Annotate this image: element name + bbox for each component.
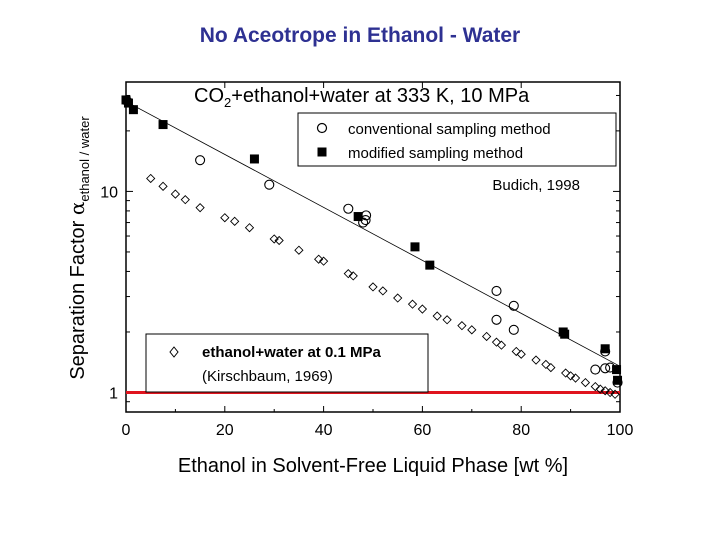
data-point-circle	[358, 217, 369, 228]
data-point-diamond	[417, 304, 428, 314]
data-point-diamond	[393, 293, 403, 303]
data-point-diamond	[546, 362, 556, 373]
x-tick-label: 0	[122, 422, 131, 439]
legend-label-ethanol-water: ethanol+water at 0.1 MPa	[202, 344, 381, 361]
data-point-diamond	[146, 173, 156, 184]
data-point-circle	[590, 364, 601, 375]
data-point-diamond	[294, 245, 304, 255]
data-point-diamond	[442, 315, 452, 325]
fit-line	[125, 101, 621, 367]
data-point-square	[613, 375, 623, 385]
data-point-diamond	[230, 216, 240, 226]
legend-circle-marker	[316, 122, 328, 134]
data-point-diamond	[511, 346, 521, 357]
data-point-diamond	[343, 269, 353, 279]
data-point-circle	[508, 324, 519, 335]
data-point-square	[128, 105, 138, 115]
legend-label-conventional: conventional sampling method	[348, 121, 551, 138]
data-point-diamond	[481, 331, 492, 342]
data-point-diamond	[195, 203, 205, 213]
data-point-square	[123, 98, 133, 108]
chart-title: CO2+ethanol+water at 333 K, 10 MPa	[194, 85, 530, 110]
data-point-diamond	[432, 311, 442, 321]
data-point-circle	[491, 285, 502, 296]
data-point-circle	[264, 179, 275, 190]
data-point-diamond	[595, 384, 605, 394]
y-tick-label: 1	[109, 386, 118, 403]
data-point-square	[560, 329, 570, 339]
data-point-circle	[195, 155, 206, 166]
data-point-diamond	[516, 349, 526, 359]
x-tick-label: 20	[216, 422, 234, 439]
data-point-square	[410, 242, 420, 252]
data-point-diamond	[244, 223, 255, 233]
data-point-diamond	[590, 381, 600, 392]
data-point-diamond	[467, 325, 477, 335]
legend-secondary-box	[145, 333, 429, 393]
data-point-diamond	[610, 389, 620, 399]
data-point-circle	[491, 314, 502, 325]
source-budich: Budich, 1998	[492, 177, 580, 194]
data-point-diamond	[491, 337, 502, 347]
data-point-diamond	[565, 371, 576, 381]
data-point-square	[353, 212, 363, 222]
data-point-square	[158, 120, 168, 130]
data-point-diamond	[496, 340, 507, 350]
data-point-square	[249, 154, 259, 164]
x-tick-label: 60	[414, 422, 432, 439]
legend-diamond-marker	[169, 346, 179, 358]
data-point-diamond	[274, 235, 284, 246]
x-tick-label: 80	[512, 422, 530, 439]
y-axis-title: Separation Factor αethanol / water	[65, 116, 92, 380]
data-point-square	[600, 344, 610, 354]
data-point-diamond	[180, 195, 190, 205]
data-point-diamond	[580, 377, 591, 388]
legend-label-modified: modified sampling method	[348, 145, 523, 162]
x-tick-label: 100	[607, 422, 634, 439]
data-point-diamond	[314, 254, 324, 264]
data-point-square	[425, 260, 435, 270]
x-axis-title: Ethanol in Solvent-Free Liquid Phase [wt…	[178, 455, 568, 477]
data-point-diamond	[561, 368, 571, 378]
data-point-diamond	[600, 386, 610, 396]
data-point-diamond	[541, 359, 551, 370]
slide-title: No Aceotrope in Ethanol - Water	[199, 24, 521, 47]
data-point-circle	[343, 203, 354, 214]
data-point-diamond	[158, 181, 168, 191]
source-kirschbaum: (Kirschbaum, 1969)	[202, 368, 333, 385]
legend-square-marker	[317, 147, 327, 157]
data-point-diamond	[318, 256, 329, 266]
data-point-diamond	[457, 321, 467, 331]
data-point-diamond	[378, 286, 388, 296]
data-point-diamond	[570, 373, 581, 383]
data-point-diamond	[348, 271, 358, 281]
data-point-diamond	[531, 355, 541, 365]
data-point-square	[612, 365, 622, 375]
legend-box	[297, 112, 617, 167]
data-point-diamond	[170, 189, 181, 199]
data-point-diamond	[605, 387, 615, 398]
x-tick-label: 40	[315, 422, 333, 439]
data-point-circle	[600, 363, 611, 374]
data-point-diamond	[407, 299, 418, 309]
data-point-circle	[508, 300, 519, 311]
data-point-diamond	[368, 282, 378, 292]
y-tick-label: 10	[100, 184, 118, 201]
data-point-diamond	[269, 234, 279, 244]
data-point-diamond	[220, 213, 230, 223]
